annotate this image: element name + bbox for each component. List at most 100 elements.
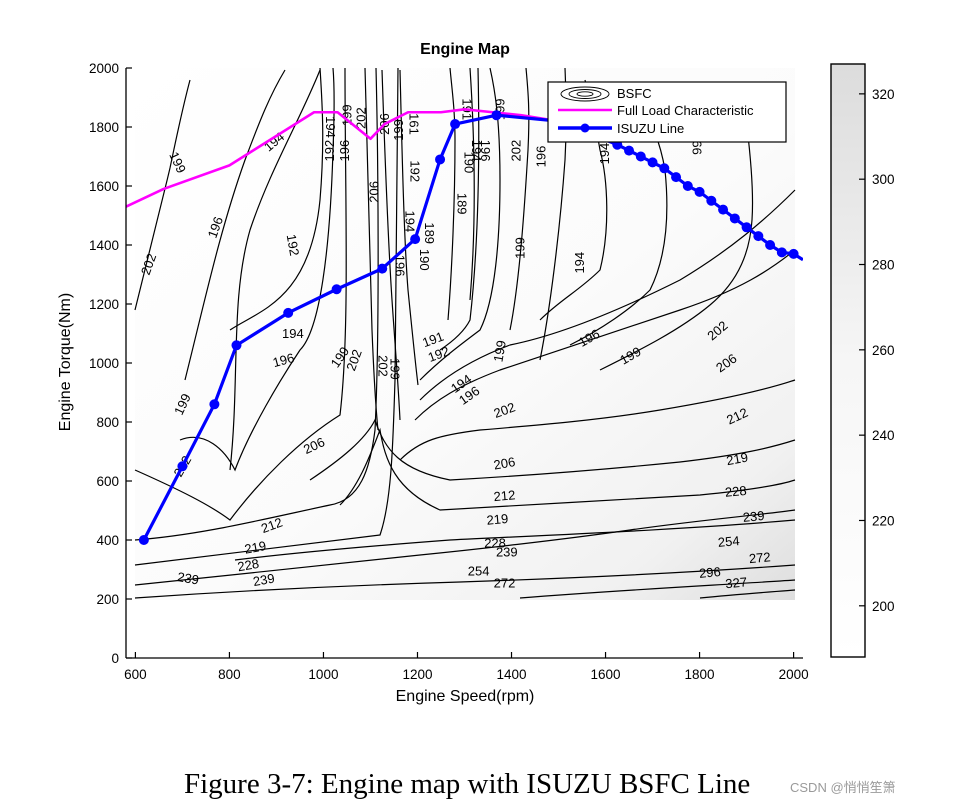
isuzu-line-point <box>659 163 670 174</box>
contour-label: 194 <box>402 211 417 233</box>
x-axis-label: Engine Speed(rpm) <box>396 688 535 705</box>
y-tick-label: 200 <box>96 592 119 607</box>
contour-label: 202 <box>138 251 160 277</box>
contour-label: 196 <box>393 255 408 277</box>
x-tick-label: 1800 <box>685 667 715 682</box>
contour-label: 199 <box>339 104 354 126</box>
isuzu-line-point <box>671 172 682 183</box>
axis-ticks: 600 800 1000 1200 1400 1600 1800 2000 0 200 400 600… <box>89 61 809 682</box>
contour-label: 194 <box>572 252 587 274</box>
isuzu-line-point <box>435 154 446 165</box>
x-tick-label: 600 <box>124 667 147 682</box>
contour-label: 194 <box>323 116 338 138</box>
colorbar-tick-label: 320 <box>872 87 895 102</box>
contour-label: 99 <box>690 140 705 154</box>
y-tick-label: 1800 <box>89 120 119 135</box>
contour-label: 212 <box>259 514 285 536</box>
isuzu-line-point <box>331 284 342 295</box>
legend-label-isuzu-line: ISUZU Line <box>617 121 684 136</box>
isuzu-line-point <box>776 247 787 258</box>
contour-label: 192 <box>322 140 337 162</box>
isuzu-line-point <box>231 340 242 351</box>
x-tick-label: 800 <box>218 667 241 682</box>
contour-label: 196 <box>534 146 549 168</box>
contour-label: 202 <box>509 140 524 162</box>
contour-label: 190 <box>417 249 432 271</box>
colorbar-tick-label: 280 <box>872 258 895 273</box>
contour-label: 228 <box>484 535 506 550</box>
y-tick-label: 1000 <box>89 356 119 371</box>
colorbar-tick-label: 300 <box>872 172 895 187</box>
colorbar-ticks: 200 220 240 260 280 300 320 <box>859 87 895 614</box>
watermark: CSDN @悄悄笙箫 <box>790 780 896 795</box>
legend-label-bsfc: BSFC <box>617 86 652 101</box>
y-tick-label: 600 <box>96 474 119 489</box>
contour-label: 196 <box>271 350 296 370</box>
contour-label: 199 <box>391 119 406 141</box>
y-tick-label: 1600 <box>89 179 119 194</box>
isuzu-line-point <box>694 186 705 197</box>
contour-label: 190 <box>462 152 477 174</box>
isuzu-line-point <box>209 399 220 410</box>
contour-label: 239 <box>496 544 518 559</box>
x-tick-label: 1000 <box>308 667 338 682</box>
isuzu-line-point <box>647 157 658 168</box>
isuzu-line-point <box>718 204 729 215</box>
isuzu-line-point <box>491 110 502 121</box>
contour-label: 194 <box>282 326 304 341</box>
contour-label: 228 <box>236 556 260 575</box>
contour-label: 161 <box>407 113 422 135</box>
contour-label: 189 <box>455 193 470 215</box>
isuzu-line-point <box>624 145 635 156</box>
contour-label: 296 <box>698 564 721 581</box>
y-tick-label: 400 <box>96 533 119 548</box>
contour-label: 254 <box>468 563 490 578</box>
contour-label: 219 <box>243 538 267 557</box>
contour-label: 199 <box>387 358 402 380</box>
colorbar-tick-label: 220 <box>872 513 895 528</box>
legend-label-full-load: Full Load Characteristic <box>617 103 754 118</box>
contour-label: 239 <box>742 508 765 525</box>
y-tick-label: 1400 <box>89 238 119 253</box>
y-tick-label: 2000 <box>89 61 119 76</box>
contour-label: 212 <box>493 487 516 504</box>
contour-label: 239 <box>176 569 200 588</box>
isuzu-line-point <box>788 248 799 259</box>
legend: BSFC Full Load Characteristic ISUZU Line <box>547 81 787 143</box>
contour-label: 202 <box>492 399 518 421</box>
contour-label: 272 <box>494 575 516 590</box>
contour-label: 272 <box>748 549 771 566</box>
y-tick-label: 0 <box>111 651 119 666</box>
isuzu-line-point <box>138 535 149 545</box>
contour-label: 254 <box>717 533 740 550</box>
contour-label: 192 <box>426 343 452 365</box>
contour-label: 199 <box>512 237 527 259</box>
contour-label: 202 <box>354 107 369 129</box>
isuzu-line-point <box>741 222 752 233</box>
isuzu-line-point <box>377 263 388 274</box>
figure-caption: Figure 3-7: Engine map with ISUZU BSFC L… <box>184 768 751 800</box>
contour-label: 194 <box>469 140 484 162</box>
isuzu-line-point <box>177 461 188 472</box>
chart-series <box>126 108 803 545</box>
x-tick-label: 1600 <box>591 667 621 682</box>
isuzu-line-point <box>682 181 693 191</box>
isuzu-line-point <box>706 195 717 206</box>
colorbar-tick-label: 200 <box>872 599 895 614</box>
full-load-series <box>126 108 559 208</box>
y-tick-label: 1200 <box>89 297 119 312</box>
isuzu-line-point <box>635 151 646 162</box>
contour-label: 219 <box>725 450 749 469</box>
x-tick-label: 2000 <box>779 667 809 682</box>
contour-label: 189 <box>422 222 437 244</box>
x-tick-label: 1200 <box>402 667 432 682</box>
y-tick-label: 800 <box>96 415 119 430</box>
contour-label: 196 <box>205 215 227 241</box>
isuzu-line-point <box>450 119 461 130</box>
x-tick-label: 1400 <box>496 667 526 682</box>
contour-label: 202 <box>376 355 391 377</box>
contour-label: 206 <box>367 181 382 203</box>
contour-label: 199 <box>490 339 509 363</box>
bsfc-contour-lines <box>134 68 796 599</box>
chart-title: Engine Map <box>420 41 510 58</box>
